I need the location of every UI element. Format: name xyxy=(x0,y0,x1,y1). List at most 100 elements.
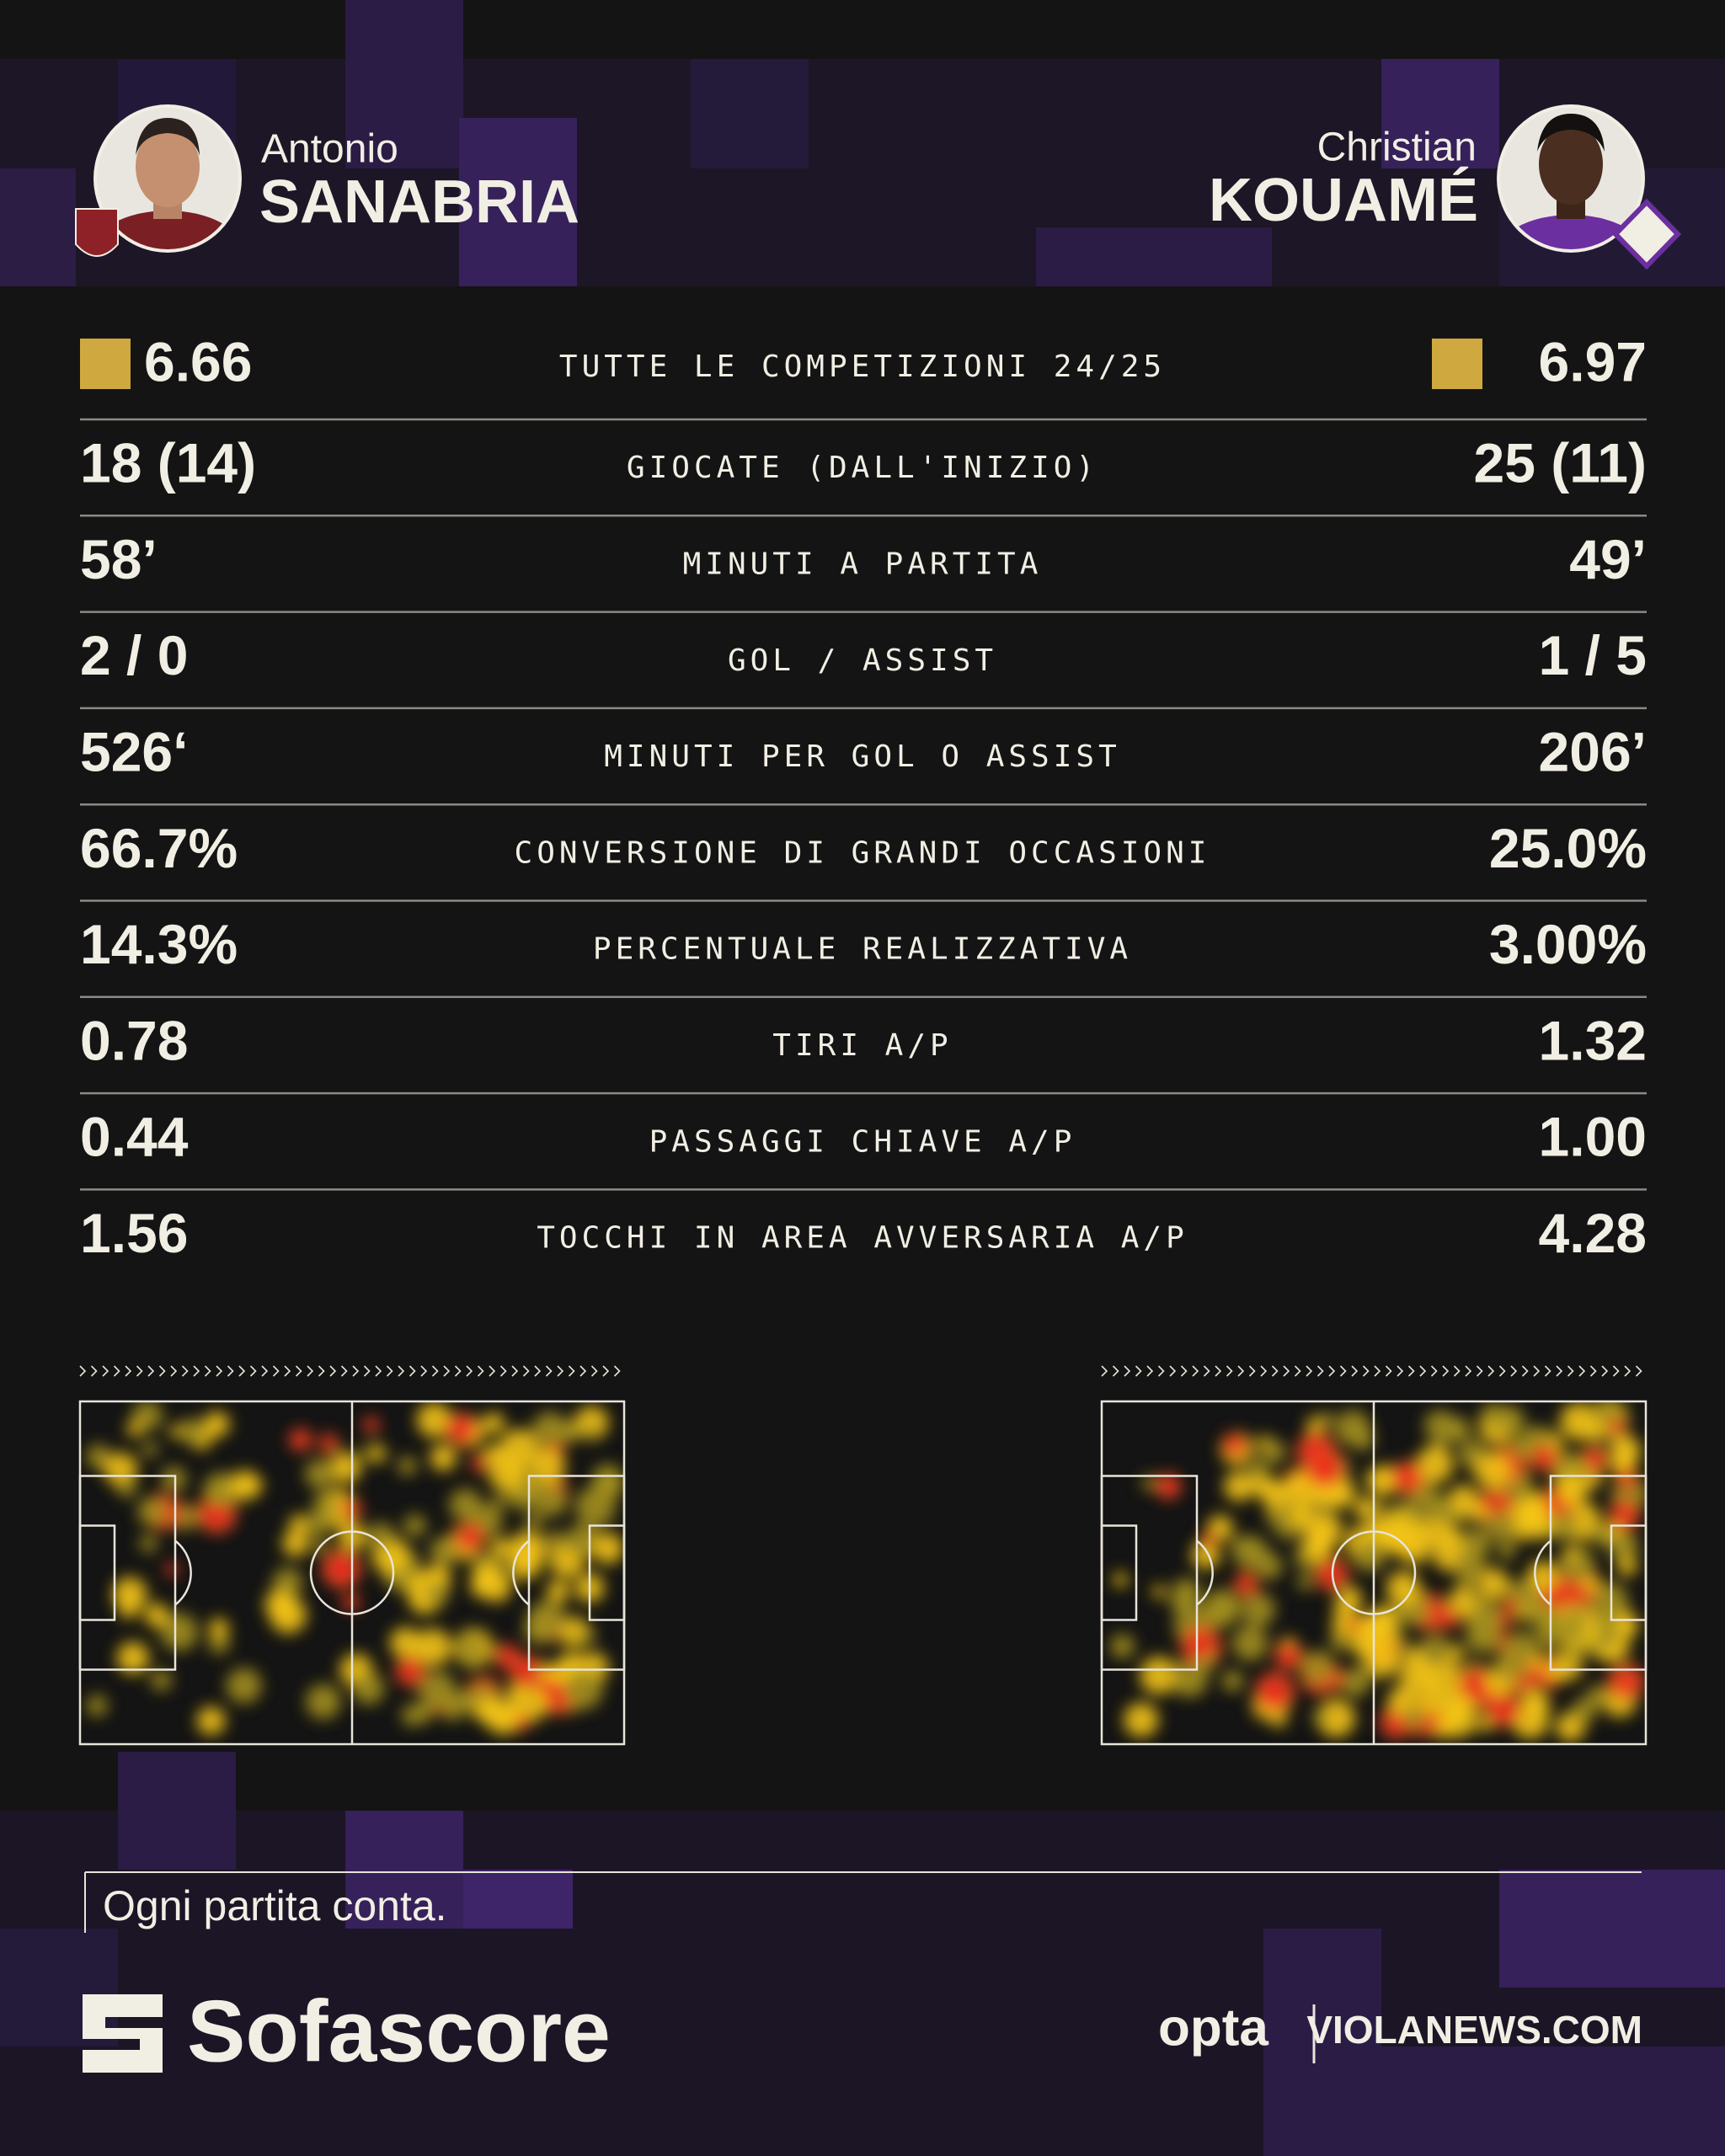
first-name: Antonio xyxy=(261,127,398,172)
heat-spot xyxy=(566,1524,600,1557)
heat-core xyxy=(323,1438,334,1449)
chevron xyxy=(136,1365,143,1377)
stat-label: GOL / ASSIST xyxy=(728,643,997,678)
heat-spot xyxy=(1572,1698,1597,1722)
heat-spot xyxy=(1456,1567,1478,1589)
heat-spot xyxy=(196,1706,226,1736)
heat-spot xyxy=(538,1662,558,1682)
chevron xyxy=(1351,1365,1359,1377)
heat-spot xyxy=(1469,1503,1488,1523)
chevron xyxy=(193,1365,200,1377)
chevron xyxy=(579,1365,587,1377)
rating-badge xyxy=(1432,339,1482,389)
heat-spot xyxy=(1466,1617,1502,1654)
heat-spot xyxy=(208,1618,229,1638)
heat-spot xyxy=(532,1412,568,1446)
rating-label: TUTTE LE COMPETIZIONI 24/25 xyxy=(559,350,1166,384)
chevron xyxy=(522,1365,530,1377)
heat-core xyxy=(1493,1700,1512,1719)
chevron xyxy=(1397,1365,1404,1377)
heat-spot xyxy=(591,1532,624,1565)
heatmap-left xyxy=(86,1401,624,1736)
brand: Sofascore xyxy=(187,1983,611,2080)
heat-spot xyxy=(1557,1475,1587,1506)
chevron xyxy=(1316,1365,1324,1377)
heat-core xyxy=(1315,1459,1335,1479)
heat-spot xyxy=(1191,1540,1220,1570)
chevron xyxy=(1556,1365,1563,1377)
heat-spot xyxy=(1110,1634,1135,1659)
stat-left: 14.3% xyxy=(80,913,238,975)
heat-spot xyxy=(1417,1689,1444,1716)
chevron xyxy=(1237,1365,1245,1377)
heat-spot xyxy=(361,1445,377,1461)
tagline: Ogni partita conta. xyxy=(103,1882,447,1929)
heat-spot xyxy=(1312,1709,1329,1726)
chevron xyxy=(1169,1365,1177,1377)
heat-spot xyxy=(289,1514,308,1534)
sofascore-logo xyxy=(83,1994,163,2073)
heat-spot xyxy=(1288,1502,1315,1529)
heat-spot xyxy=(483,1412,505,1434)
stat-right: 4.28 xyxy=(1539,1202,1647,1264)
stat-left: 0.44 xyxy=(80,1106,189,1168)
heat-spot xyxy=(1590,1582,1629,1620)
heat-spot xyxy=(1113,1572,1129,1588)
heat-spot xyxy=(86,1444,110,1469)
chevron xyxy=(443,1365,451,1377)
heat-spot xyxy=(367,1522,395,1550)
heat-spot xyxy=(490,1537,511,1558)
stat-label: TOCCHI IN AREA AVVERSARIA A/P xyxy=(537,1221,1188,1256)
stat-left: 2 / 0 xyxy=(80,624,188,686)
chevron xyxy=(1146,1365,1154,1377)
chevron xyxy=(363,1365,371,1377)
penalty-arc xyxy=(1534,1540,1551,1606)
club-badge xyxy=(75,208,119,257)
heat-spot xyxy=(1610,1435,1642,1466)
chevron xyxy=(1601,1365,1609,1377)
heat-spot xyxy=(226,1668,262,1704)
chevron xyxy=(238,1365,246,1377)
heat-core xyxy=(403,1663,419,1679)
heat-spot xyxy=(1297,1574,1314,1591)
heat-spot xyxy=(160,1613,199,1652)
opta-logo: opta xyxy=(1158,1999,1268,2057)
heat-spot xyxy=(1316,1699,1356,1738)
heat-spot xyxy=(117,1478,136,1498)
heat-spot xyxy=(1332,1617,1350,1636)
heat-spot xyxy=(1386,1571,1422,1606)
stat-label: PERCENTUALE REALIZZATIVA xyxy=(593,932,1132,967)
heat-spot xyxy=(86,1694,108,1716)
heat-spot xyxy=(1427,1497,1454,1524)
heat-spot xyxy=(1477,1567,1509,1600)
heat-spot xyxy=(546,1579,570,1604)
heat-spot xyxy=(144,1603,169,1628)
heat-spot xyxy=(414,1628,452,1667)
chevron xyxy=(204,1365,211,1377)
chevron xyxy=(1374,1365,1381,1377)
rating-left: 6.66 xyxy=(144,330,252,392)
heat-spot xyxy=(1448,1587,1479,1618)
heat-spot xyxy=(1242,1593,1276,1627)
chevron xyxy=(295,1365,302,1377)
heat-core xyxy=(1621,1677,1631,1687)
heat-spot xyxy=(1514,1497,1547,1531)
chevron xyxy=(499,1365,507,1377)
chevron xyxy=(545,1365,553,1377)
heat-spot xyxy=(1550,1648,1583,1682)
heat-spot xyxy=(1195,1652,1215,1672)
heat-spot xyxy=(1270,1710,1288,1728)
heat-core xyxy=(366,1421,376,1430)
chevron xyxy=(113,1365,120,1377)
heat-spot xyxy=(471,1562,502,1593)
chevron xyxy=(340,1365,348,1377)
heatmap-right xyxy=(1110,1401,1647,1742)
chevron xyxy=(147,1365,155,1377)
heat-spot xyxy=(1302,1528,1336,1561)
heat-spot xyxy=(1559,1650,1574,1666)
stat-right: 49’ xyxy=(1569,528,1647,590)
heat-core xyxy=(206,1503,227,1524)
chevron xyxy=(1226,1365,1233,1377)
heat-core xyxy=(1444,1614,1455,1625)
